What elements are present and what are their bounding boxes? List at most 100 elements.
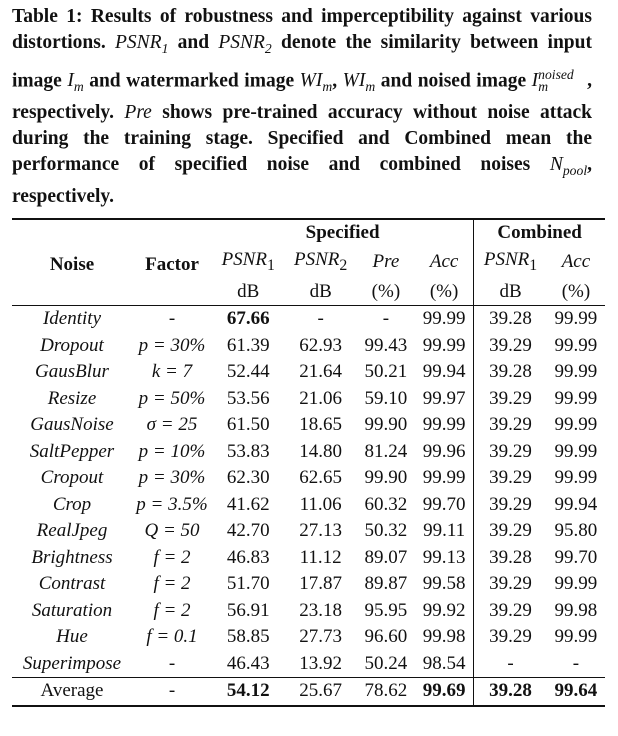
table-row: GausNoise σ = 25 61.50 18.65 99.90 99.99 39.29… xyxy=(12,412,605,439)
cell-acc: 99.13 xyxy=(422,546,466,568)
cell-psnr1: 58.85 xyxy=(226,626,270,648)
table-row: Resize p = 50% 53.56 21.06 59.10 99.97 39.29 99… xyxy=(12,385,605,413)
cell-psnr1-combined: - xyxy=(473,650,547,678)
cell-factor: f = 2 xyxy=(153,599,191,621)
cell-psnr2: 27.13 xyxy=(299,520,343,542)
caption-text: shows pre-trained accuracy without noise… xyxy=(12,102,592,176)
cell-pre: 95.95 xyxy=(364,599,408,621)
header-row-units: dB dB (%) (%) dB (%) xyxy=(12,278,605,306)
col-header-psnr1: PSNR1 xyxy=(221,248,275,274)
unit-pre: (%) xyxy=(371,280,401,302)
cell-acc: 99.98 xyxy=(422,626,466,648)
cell-acc-combined: 99.99 xyxy=(554,361,598,383)
cell-acc: 99.94 xyxy=(422,361,466,383)
cell-acc: 99.96 xyxy=(422,440,466,462)
table-row: SaltPepper p = 10% 53.83 14.80 81.24 99.96 39.… xyxy=(12,438,605,466)
cell-acc-combined: 95.80 xyxy=(554,520,598,542)
table-row: GausBlur k = 7 52.44 21.64 50.21 99.94 39.28 99… xyxy=(12,359,605,386)
cell-acc: 99.97 xyxy=(422,387,466,409)
cell-noise: Resize xyxy=(47,387,97,409)
cell-acc-combined: 99.99 xyxy=(554,387,598,409)
table-row: Identity - 67.66 - - 99.99 39.28 99.99 xyxy=(12,305,605,333)
caption-text: denote the similarity between input imag… xyxy=(12,32,592,92)
cell-psnr2: 13.92 xyxy=(299,652,343,674)
cell-psnr1: 56.91 xyxy=(226,599,270,621)
cell-acc: 99.99 xyxy=(422,467,466,489)
cell-noise: Average xyxy=(40,680,104,702)
cell-acc-combined: 99.99 xyxy=(554,414,598,436)
group-header-specified: Specified xyxy=(305,222,380,243)
caption-text: and noised image xyxy=(375,70,532,92)
cell-psnr1-combined: 39.29 xyxy=(473,385,547,413)
cell-pre: 99.90 xyxy=(364,467,408,489)
cell-acc: 99.69 xyxy=(422,680,466,702)
cell-pre: 96.60 xyxy=(364,626,408,648)
cell-factor: σ = 25 xyxy=(146,414,198,436)
caption-math-psnr1: PSNR1 xyxy=(114,32,169,56)
cell-psnr1: 61.39 xyxy=(226,334,270,356)
cell-factor: p = 30% xyxy=(138,334,206,356)
cell-pre: 81.24 xyxy=(364,440,408,462)
cell-psnr2: 62.65 xyxy=(299,467,343,489)
cell-noise: Cropout xyxy=(40,467,104,489)
table-body: Identity -67.66- -99.99 39.28 99.99 Dropout p … xyxy=(12,305,605,678)
cell-psnr1: 41.62 xyxy=(226,493,270,515)
caption-math-psnr2: PSNR2 xyxy=(218,32,272,56)
cell-psnr1-combined: 39.29 xyxy=(473,518,547,545)
cell-noise: Superimpose xyxy=(22,652,122,674)
cell-noise: Crop xyxy=(52,493,92,515)
unit-acc: (%) xyxy=(429,280,459,302)
cell-noise: Identity xyxy=(42,308,102,330)
col-header-psnr1-combined: PSNR1 xyxy=(473,246,547,279)
cell-noise: Contrast xyxy=(38,573,106,595)
cell-psnr2: 21.06 xyxy=(299,387,343,409)
unit-acc-combined: (%) xyxy=(561,280,591,302)
table-row: Superimpose -46.43 13.92 50.24 98.54- - xyxy=(12,650,605,678)
results-table: Noise Factor Specified Combined PSNR1 PS… xyxy=(12,218,605,707)
cell-psnr1: 62.30 xyxy=(226,467,270,489)
caption-text: and watermarked image xyxy=(83,70,300,92)
cell-psnr1: 52.44 xyxy=(226,361,270,383)
cell-acc-combined: 99.99 xyxy=(554,308,598,330)
cell-acc: 99.92 xyxy=(422,599,466,621)
cell-psnr2: 27.73 xyxy=(299,626,343,648)
header-row-groups: Noise Factor Specified Combined xyxy=(12,219,605,275)
cell-psnr1: 61.50 xyxy=(226,414,270,436)
cell-psnr1: 53.56 xyxy=(226,387,270,409)
table-row-average: Average - 54.12 25.67 78.62 99.69 39.28 … xyxy=(12,677,605,706)
cell-factor: p = 30% xyxy=(138,467,206,489)
cell-factor: p = 10% xyxy=(138,440,206,462)
cell-psnr1-combined: 39.28 xyxy=(473,544,547,572)
cell-factor: - xyxy=(168,652,176,674)
caption-text: , xyxy=(332,70,343,92)
cell-psnr1: 54.12 xyxy=(226,680,270,702)
cell-psnr1: 67.66 xyxy=(226,308,270,330)
cell-psnr1-combined: 39.29 xyxy=(473,332,547,360)
cell-noise: RealJpeg xyxy=(36,520,108,542)
cell-psnr1-combined: 39.29 xyxy=(473,571,547,598)
cell-acc: 99.99 xyxy=(422,414,466,436)
cell-pre: 50.32 xyxy=(364,520,408,542)
cell-noise: Brightness xyxy=(31,546,113,568)
cell-pre: 89.07 xyxy=(364,546,408,568)
table-row: Hue f = 0.1 58.85 27.73 96.60 99.98 39.29 99.99 xyxy=(12,624,605,651)
cell-noise: SaltPepper xyxy=(29,440,115,462)
cell-acc-combined: - xyxy=(572,652,580,674)
table-caption: Table 1: Results of robustness and imper… xyxy=(12,4,592,210)
cell-pre: 89.87 xyxy=(364,573,408,595)
cell-factor: p = 50% xyxy=(138,387,206,409)
cell-pre: 50.24 xyxy=(364,652,408,674)
cell-psnr1-combined: 39.29 xyxy=(473,465,547,492)
table-row: Dropout p = 30% 61.39 62.93 99.43 99.99 39.29 9… xyxy=(12,332,605,360)
unit-psnr1: dB xyxy=(237,280,260,302)
group-header-combined: Combined xyxy=(473,219,605,247)
unit-psnr2: dB xyxy=(309,280,332,302)
table-row: Crop p = 3.5% 41.62 11.06 60.32 99.70 39.29 99.… xyxy=(12,491,605,519)
cell-pre: 99.43 xyxy=(364,334,408,356)
cell-acc-combined: 99.64 xyxy=(554,680,598,702)
caption-label: Table 1: xyxy=(12,6,83,27)
cell-acc: 99.70 xyxy=(422,493,466,515)
caption-math-pre: Pre xyxy=(124,102,152,124)
table-row: Contrast f = 2 51.70 17.87 89.87 99.58 39.29 99… xyxy=(12,571,605,598)
cell-psnr2: 62.93 xyxy=(299,334,343,356)
